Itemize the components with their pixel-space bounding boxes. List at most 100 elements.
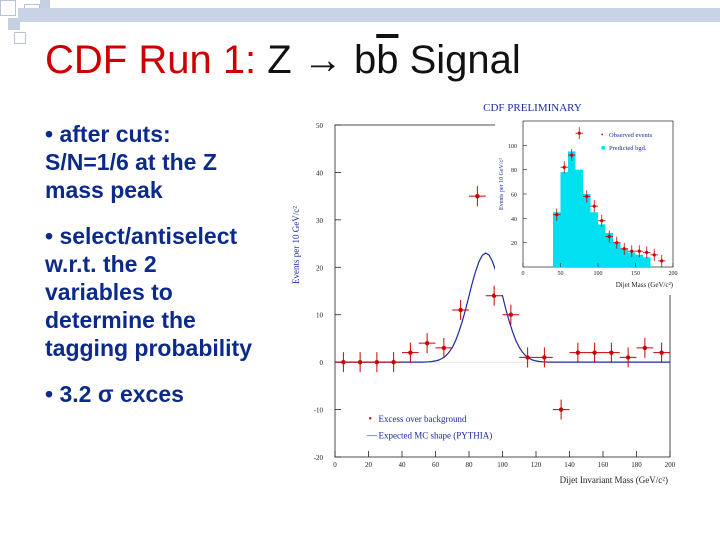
predicted-bar [628, 252, 636, 267]
data-point [374, 359, 380, 365]
x-axis-label: Dijet Invariant Mass (GeV/c²) [560, 475, 668, 485]
inset-data-point [615, 241, 619, 245]
corner-decoration-square [14, 32, 26, 44]
y-tick-label: -20 [314, 454, 324, 462]
inset-data-point [585, 194, 589, 199]
y-tick-label: 30 [316, 217, 324, 225]
y-tick-label: 50 [316, 122, 324, 130]
data-point [341, 359, 346, 365]
predicted-bar [598, 224, 606, 267]
x-tick-label: 20 [365, 461, 373, 469]
predicted-bar [583, 194, 591, 267]
predicted-bar [553, 212, 561, 267]
inset-data-point [600, 219, 604, 223]
bullet-text: select/antiselect w.r.t. the 2 variables… [45, 223, 252, 361]
bullet-item: • select/antiselect w.r.t. the 2 variabl… [45, 222, 305, 362]
x-tick-label: 0 [333, 461, 337, 469]
inset-data-point [637, 249, 641, 253]
predicted-bar [568, 151, 576, 267]
inset-data-point [630, 249, 634, 253]
data-point [391, 359, 396, 365]
inset-y-tick-label: 20 [511, 241, 517, 247]
inset-x-tick-label: 0 [522, 271, 525, 277]
x-tick-label: 40 [399, 461, 407, 469]
inset-legend-label: Observed events [609, 132, 653, 139]
title-prefix: CDF Run 1: [45, 38, 268, 82]
data-point [525, 355, 530, 360]
x-tick-label: 80 [466, 461, 474, 469]
data-point [508, 312, 514, 317]
inset-data-point [622, 247, 626, 251]
corner-decoration-square [8, 18, 20, 30]
y-axis-label: Events per 10 GeV/c² [291, 206, 301, 284]
bullet-text: after cuts: S/N=1/6 at the Z mass peak [45, 121, 217, 203]
predicted-bar [620, 248, 628, 267]
x-tick-label: 180 [631, 461, 642, 469]
inset-data-point [555, 213, 559, 217]
y-tick-label: 10 [316, 312, 324, 320]
bullet-marker: • [45, 381, 54, 407]
title-signal: Signal [409, 38, 521, 82]
inset-x-tick-label: 50 [558, 271, 564, 277]
slide-title: CDF Run 1: Z → bb Signal [45, 40, 521, 80]
inset-data-point [577, 131, 581, 135]
title-bar-decoration [18, 8, 720, 22]
predicted-bar [613, 242, 621, 267]
inset-legend-label: Predicted bgd. [609, 145, 647, 152]
x-tick-label: 200 [665, 461, 676, 469]
dijet-mass-chart: CDF PRELIMINARY -20 -10 0 10 20 30 40 50 0 20 40 60 8… [291, 102, 679, 485]
inset-y-tick-label: 40 [511, 217, 517, 223]
legend-marker: — [366, 431, 378, 442]
inset-data-point [607, 234, 611, 239]
predicted-bar [590, 212, 598, 267]
legend-label: Excess over background [379, 414, 467, 424]
inset-data-point [592, 204, 596, 208]
x-tick-label: 60 [432, 461, 440, 469]
data-point [575, 350, 581, 355]
data-point [558, 407, 564, 412]
title-b: b [353, 38, 377, 82]
data-point [424, 340, 430, 346]
inset-data-point [652, 253, 656, 257]
inset-legend-marker: ■ [601, 144, 605, 152]
inset-x-tick-label: 150 [631, 271, 640, 277]
y-tick-label: 0 [320, 359, 324, 367]
inset-y-tick-label: 80 [511, 168, 517, 174]
x-tick-label: 160 [598, 461, 609, 469]
bullet-list: • after cuts: S/N=1/6 at the Z mass peak… [45, 120, 305, 426]
x-tick-label: 100 [497, 461, 508, 469]
bullet-text: 3.2 σ exces [59, 381, 184, 407]
data-point [542, 355, 547, 360]
data-point [625, 355, 631, 360]
inset-y-tick-label: 60 [511, 193, 517, 199]
predicted-bar [575, 169, 583, 267]
bullet-item: • after cuts: S/N=1/6 at the Z mass peak [45, 120, 305, 204]
inset-x-tick-label: 100 [594, 271, 603, 277]
chart-title: CDF PRELIMINARY [483, 102, 582, 114]
corner-decoration-square [0, 0, 16, 16]
inset-x-tick-label: 200 [669, 271, 678, 277]
inset-data-point [660, 259, 664, 263]
data-point [357, 359, 363, 365]
y-tick-label: 20 [316, 264, 324, 272]
inset-legend-marker: • [601, 131, 604, 139]
legend-marker: • [369, 414, 373, 425]
data-point [441, 345, 447, 351]
title-z: Z [267, 38, 292, 82]
data-point [475, 193, 480, 199]
x-tick-label: 140 [564, 461, 575, 469]
predicted-bar [560, 172, 568, 267]
predicted-bar [635, 254, 643, 267]
title-bbar: b [376, 38, 399, 82]
data-point [458, 307, 463, 313]
bullet-marker: • [45, 223, 54, 249]
inset-data-point [645, 250, 649, 254]
data-point [408, 350, 413, 355]
legend-label: Expected MC shape (PYTHIA) [379, 431, 493, 441]
bullet-marker: • [45, 121, 54, 147]
y-tick-label: -10 [314, 407, 324, 415]
data-point [642, 345, 648, 351]
y-tick-label: 40 [316, 169, 324, 177]
data-point [592, 350, 597, 355]
x-tick-label: 120 [531, 461, 542, 469]
